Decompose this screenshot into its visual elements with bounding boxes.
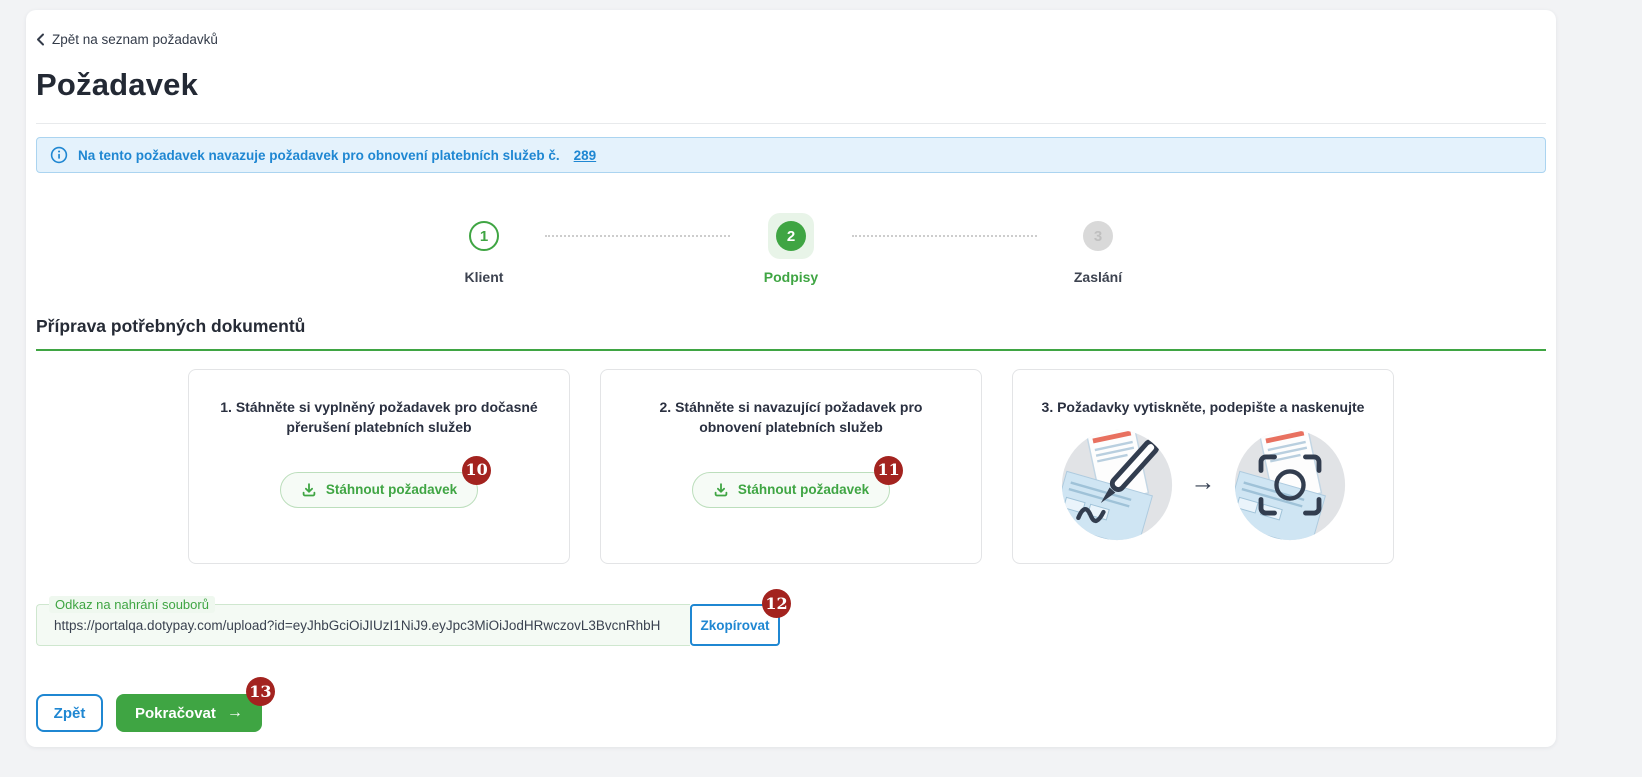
download-card-1: 1. Stáhněte si vyplněný požadavek pro do… xyxy=(188,369,570,564)
footer-actions: Zpět Pokračovat → 13 xyxy=(36,677,1546,732)
main-content-card: Zpět na seznam požadavků Požadavek Na te… xyxy=(26,10,1556,747)
stepper-step-klient: 1 Klient xyxy=(429,213,539,286)
step-2-circle: 2 xyxy=(776,221,806,251)
download-request-2-button[interactable]: Stáhnout požadavek xyxy=(691,471,891,508)
continue-button[interactable]: Pokračovat → xyxy=(116,694,262,732)
step-3-label: Zaslání xyxy=(1073,269,1123,285)
download-button-label: Stáhnout požadavek xyxy=(325,482,458,498)
stepper-connector xyxy=(545,235,730,237)
download-icon xyxy=(713,482,729,498)
info-icon xyxy=(50,146,68,164)
section-divider xyxy=(36,349,1546,351)
stepper-connector xyxy=(852,235,1037,237)
upload-link-row: Odkaz na nahrání souborů https://portalq… xyxy=(36,589,791,646)
upload-link-field[interactable]: Odkaz na nahrání souborů https://portalq… xyxy=(36,596,690,646)
upload-link-label: Odkaz na nahrání souborů xyxy=(49,596,215,613)
card-3-title: 3. Požadavky vytiskněte, podepište a nas… xyxy=(1041,399,1365,415)
stepper: 1 Klient 2 Podpisy 3 Zaslání xyxy=(429,213,1153,286)
info-banner: Na tento požadavek navazuje požadavek pr… xyxy=(36,137,1546,173)
card-1-title: 1. Stáhněte si vyplněný požadavek pro do… xyxy=(220,399,538,436)
som-badge-11: 11 xyxy=(874,455,904,485)
section-title: Příprava potřebných dokumentů xyxy=(36,316,306,336)
print-sign-scan-card: 3. Požadavky vytiskněte, podepište a nas… xyxy=(1012,369,1394,564)
card-2-title: 2. Stáhněte si navazující požadavek pro … xyxy=(659,399,923,436)
step-1-circle: 1 xyxy=(469,221,499,251)
chevron-left-icon xyxy=(36,33,45,46)
som-badge-13: 13 xyxy=(245,677,275,706)
step-1-label: Klient xyxy=(464,269,504,285)
som-badge-10: 10 xyxy=(462,455,492,485)
upload-link-url: https://portalqa.dotypay.com/upload?id=e… xyxy=(54,617,661,633)
arrow-right-icon: → xyxy=(226,704,243,721)
step-2-label: Podpisy xyxy=(763,269,819,285)
step-3-circle: 3 xyxy=(1083,221,1113,251)
page-title: Požadavek xyxy=(36,67,199,102)
som-badge-12: 12 xyxy=(762,589,791,618)
stepper-step-podpisy: 2 Podpisy xyxy=(736,213,846,286)
stepper-step-zaslani: 3 Zaslání xyxy=(1043,213,1153,286)
download-button-label: Stáhnout požadavek xyxy=(737,482,870,498)
title-divider xyxy=(36,123,1546,124)
arrow-right-icon: → xyxy=(1190,467,1216,496)
back-button[interactable]: Zpět xyxy=(36,694,103,732)
continue-button-label: Pokračovat xyxy=(135,704,216,722)
download-card-2: 2. Stáhněte si navazující požadavek pro … xyxy=(600,369,982,564)
back-to-list-link[interactable]: Zpět na seznam požadavků xyxy=(36,32,218,47)
document-cards: 1. Stáhněte si vyplněný požadavek pro do… xyxy=(36,369,1546,564)
related-request-link[interactable]: 289 xyxy=(573,147,597,163)
download-icon xyxy=(301,482,317,498)
info-banner-text: Na tento požadavek navazuje požadavek pr… xyxy=(78,147,560,163)
sign-document-illustration xyxy=(1061,430,1172,541)
download-request-1-button[interactable]: Stáhnout požadavek xyxy=(279,471,479,508)
back-link-label: Zpět na seznam požadavků xyxy=(52,32,218,47)
scan-document-illustration xyxy=(1234,430,1345,541)
